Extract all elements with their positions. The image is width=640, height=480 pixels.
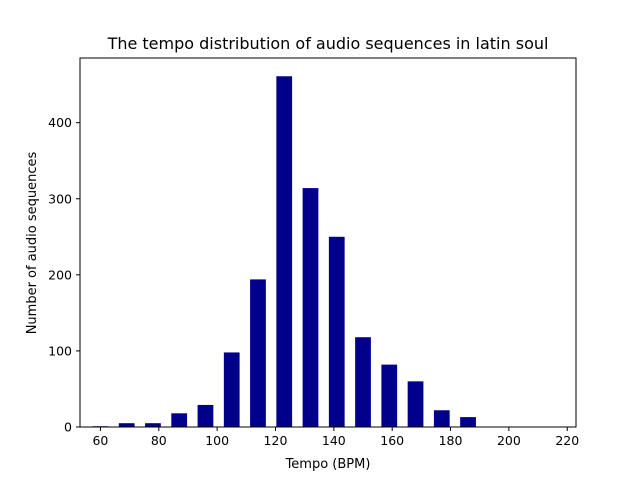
bar-141	[328, 236, 345, 427]
bar-168	[407, 381, 424, 427]
bar-96	[197, 404, 214, 427]
x-tick-label-140: 140	[322, 433, 346, 448]
bar-69	[118, 423, 135, 427]
bar-114	[250, 279, 266, 427]
x-tick-label-220: 220	[555, 433, 579, 448]
y-tick-label-0: 0	[64, 420, 72, 435]
bar-132	[302, 188, 319, 427]
chart-title: The tempo distribution of audio sequence…	[107, 34, 549, 53]
x-tick-label-80: 80	[151, 433, 167, 448]
bar-105	[223, 352, 240, 427]
x-tick-label-120: 120	[264, 433, 288, 448]
bar-150	[355, 337, 371, 427]
x-axis-ticks: 60 80 100 120 140 160 180 200 220	[92, 427, 579, 448]
x-tick-label-160: 160	[380, 433, 404, 448]
bar-186	[460, 417, 476, 427]
bar-87	[171, 413, 188, 427]
x-tick-label-180: 180	[439, 433, 463, 448]
bar-177	[433, 410, 450, 427]
x-tick-label-100: 100	[205, 433, 229, 448]
y-tick-label-400: 400	[48, 115, 72, 130]
x-axis-label: Tempo (BPM)	[285, 457, 371, 472]
bar-group	[92, 76, 476, 427]
y-axis-label: Number of audio sequences	[25, 151, 40, 334]
bar-123	[276, 76, 293, 427]
y-tick-label-100: 100	[48, 343, 72, 358]
x-tick-label-200: 200	[497, 433, 521, 448]
bar-78	[145, 423, 161, 427]
y-tick-label-300: 300	[48, 191, 72, 206]
bar-159	[381, 364, 398, 427]
x-tick-label-60: 60	[92, 433, 108, 448]
y-tick-label-200: 200	[48, 267, 72, 282]
plot-frame	[79, 57, 577, 428]
y-axis-ticks: 0 100 200 300 400	[48, 115, 80, 435]
